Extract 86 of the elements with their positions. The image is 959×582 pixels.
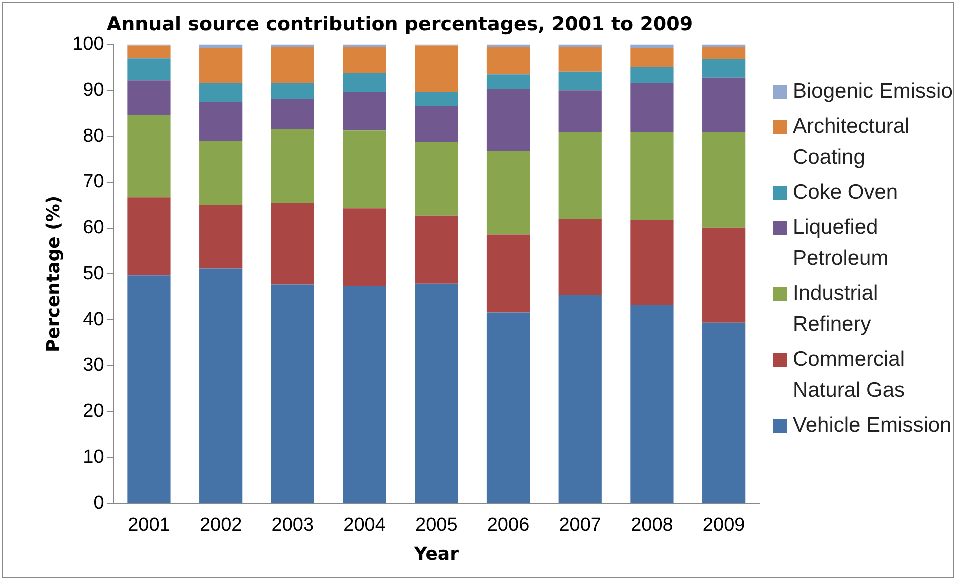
bar bbox=[702, 132, 746, 228]
bar bbox=[200, 205, 243, 269]
x-tick-label: 2002 bbox=[200, 515, 242, 536]
bar bbox=[343, 208, 386, 286]
legend-label: Architectural Coating bbox=[793, 114, 911, 171]
legend-label: Industrial Refinery bbox=[793, 281, 880, 338]
bar bbox=[415, 46, 458, 92]
bar bbox=[200, 268, 243, 504]
bar bbox=[415, 106, 458, 143]
bar bbox=[486, 47, 530, 75]
bar bbox=[630, 67, 674, 84]
bar bbox=[630, 132, 674, 221]
bar bbox=[271, 47, 314, 84]
bar bbox=[415, 92, 458, 106]
chart-title: Annual source contribution percentages, 2001 to 2009 bbox=[106, 13, 694, 36]
x-axis-title: Year bbox=[413, 544, 460, 565]
bar bbox=[558, 72, 602, 91]
bar bbox=[415, 216, 458, 284]
bar bbox=[558, 132, 602, 220]
x-tick-label: 2006 bbox=[487, 515, 530, 536]
x-tick-label: 2008 bbox=[631, 515, 674, 536]
legend-label: Commercial Natural Gas bbox=[793, 347, 906, 404]
bar bbox=[486, 151, 530, 235]
y-tick-label: 60 bbox=[83, 218, 104, 239]
x-tick-label: 2003 bbox=[272, 515, 314, 536]
y-tick-label: 0 bbox=[94, 492, 104, 514]
bar bbox=[630, 220, 674, 305]
bar bbox=[128, 198, 171, 276]
y-tick-label: 20 bbox=[83, 401, 104, 422]
bar bbox=[630, 304, 674, 504]
bar bbox=[200, 48, 243, 84]
bar bbox=[128, 80, 171, 116]
y-tick-label: 40 bbox=[83, 309, 104, 330]
bar bbox=[558, 219, 602, 296]
y-axis-title: Percentage (%) bbox=[43, 196, 64, 352]
bar bbox=[200, 44, 243, 48]
x-tick-label: 2009 bbox=[702, 515, 746, 536]
bar bbox=[128, 46, 171, 59]
bar bbox=[200, 83, 243, 102]
bar bbox=[128, 115, 171, 198]
x-tick-label: 2007 bbox=[559, 515, 602, 536]
legend-label: Vehicle Emission bbox=[793, 413, 952, 439]
bar bbox=[200, 141, 243, 206]
bar bbox=[702, 78, 746, 132]
bar bbox=[343, 286, 386, 504]
legend-label: Liquefied Petroleum bbox=[793, 215, 890, 272]
bar bbox=[486, 89, 530, 152]
y-tick-label: 50 bbox=[83, 263, 104, 284]
bar bbox=[486, 312, 530, 504]
y-tick-label: 90 bbox=[83, 80, 104, 101]
bar bbox=[702, 322, 746, 504]
bar bbox=[128, 58, 171, 81]
bar bbox=[702, 47, 746, 60]
bar bbox=[415, 142, 458, 216]
bar bbox=[486, 234, 530, 313]
bar bbox=[415, 284, 458, 504]
bar bbox=[271, 284, 314, 504]
bar bbox=[343, 73, 386, 92]
bar bbox=[271, 98, 314, 130]
bar bbox=[343, 130, 386, 209]
bar bbox=[558, 47, 602, 72]
bar bbox=[271, 203, 314, 285]
bar bbox=[702, 59, 746, 78]
bar bbox=[486, 74, 530, 90]
bar bbox=[271, 129, 314, 204]
bar bbox=[630, 83, 674, 132]
bar bbox=[343, 92, 386, 131]
x-tick-label: 2004 bbox=[344, 515, 386, 536]
bar bbox=[343, 47, 386, 74]
y-tick-label: 30 bbox=[83, 355, 104, 376]
legend-label: Coke Oven bbox=[793, 180, 898, 206]
y-tick-label: 70 bbox=[83, 172, 104, 193]
bar bbox=[630, 44, 674, 48]
x-tick-label: 2005 bbox=[416, 515, 458, 536]
bar bbox=[200, 102, 243, 142]
bar bbox=[702, 228, 746, 323]
bar bbox=[128, 276, 171, 504]
bar bbox=[271, 83, 314, 99]
y-tick-label: 80 bbox=[83, 126, 104, 147]
legend-label: Biogenic Emissio bbox=[793, 79, 953, 105]
y-tick-label: 10 bbox=[83, 446, 104, 468]
bar bbox=[630, 48, 674, 68]
x-tick-label: 2001 bbox=[128, 515, 170, 536]
bar bbox=[558, 90, 602, 132]
y-tick-label: 100 bbox=[72, 34, 104, 56]
bar bbox=[558, 295, 602, 504]
